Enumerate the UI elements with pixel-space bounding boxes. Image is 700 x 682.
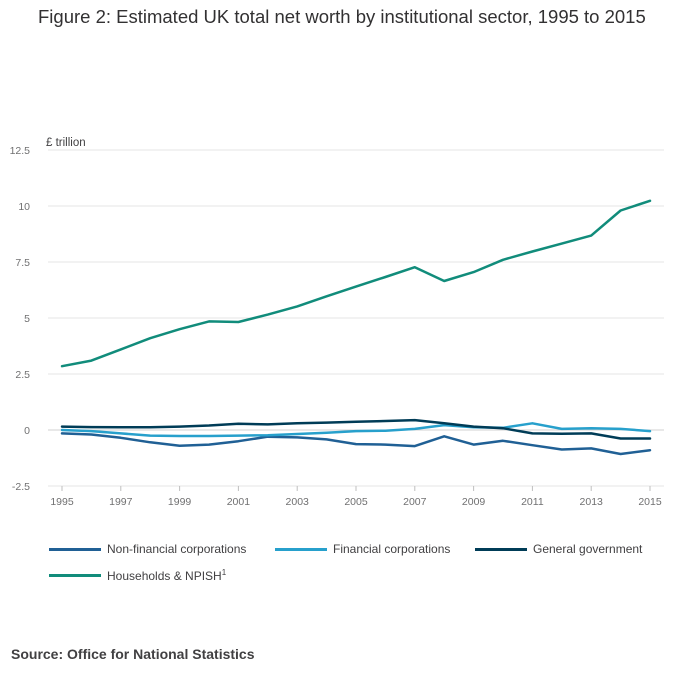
legend-item-general-government[interactable]: General government xyxy=(475,542,642,556)
y-tick-label: -2.5 xyxy=(12,481,30,493)
y-tick-label: 7.5 xyxy=(15,257,30,269)
legend-label-households: Households & NPISH1 xyxy=(107,568,227,583)
legend-swatch-non-financial xyxy=(49,547,101,551)
x-tick-label: 2005 xyxy=(344,496,368,508)
y-axis-label: £ trillion xyxy=(46,137,86,149)
x-tick-label: 2003 xyxy=(286,496,310,508)
y-tick-label: 12.5 xyxy=(10,145,31,157)
line-chart: -2.5 0 2.5 5 7.5 10 12.5 £ trillion 1995 1997 1999… xyxy=(10,137,664,508)
series-line-general-government xyxy=(60,418,652,440)
legend-swatch-financial xyxy=(275,547,327,551)
series-line-financial-corporations xyxy=(60,422,652,438)
source-note: Source: Office for National Statistics xyxy=(11,646,255,662)
x-tick-label: 1997 xyxy=(109,496,133,508)
x-tick-label: 1999 xyxy=(168,496,192,508)
y-tick-label: 2.5 xyxy=(15,369,30,381)
x-tick-label: 2013 xyxy=(580,496,604,508)
legend-swatch-households xyxy=(49,574,101,577)
legend-label-non-financial: Non-financial corporations xyxy=(107,542,247,556)
x-tick-label: 2011 xyxy=(521,496,544,508)
y-tick-label: 0 xyxy=(24,425,30,437)
series-line-non-financial-corporations xyxy=(60,432,652,456)
series-line-households-npish xyxy=(60,199,652,368)
y-tick-label: 5 xyxy=(24,313,30,325)
x-tick-label: 2007 xyxy=(403,496,427,508)
x-tick-label: 1995 xyxy=(50,496,74,508)
x-tick-label: 2001 xyxy=(227,496,251,508)
x-tick-label: 2015 xyxy=(638,496,662,508)
legend-item-financial[interactable]: Financial corporations xyxy=(275,542,450,556)
legend-label-financial: Financial corporations xyxy=(333,542,451,556)
legend-label-general-government: General government xyxy=(533,542,643,556)
footnote-marker: 1 xyxy=(221,568,227,577)
legend-swatch-general-government xyxy=(475,547,527,551)
y-tick-label: 10 xyxy=(18,201,30,213)
x-tick-label: 2009 xyxy=(462,496,486,508)
chart-title: Figure 2: Estimated UK total net worth b… xyxy=(38,6,646,27)
legend-item-non-financial[interactable]: Non-financial corporations xyxy=(49,542,246,556)
legend-item-households[interactable]: Households & NPISH1 xyxy=(49,568,226,583)
